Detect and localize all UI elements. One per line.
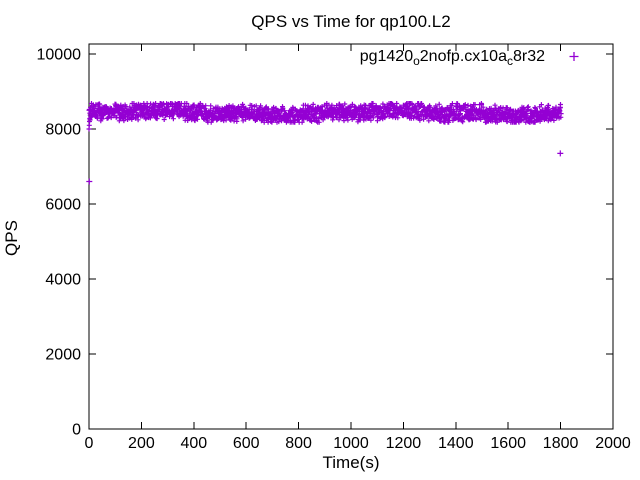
x-tick-label: 800 (285, 435, 312, 452)
x-tick-label: 400 (180, 435, 207, 452)
legend-entry-label: pg1420o2nofp.cx10ac8r32 (360, 48, 545, 68)
y-tick-label: 0 (72, 422, 81, 439)
y-tick-label: 6000 (45, 197, 81, 214)
x-tick-label: 1000 (333, 435, 369, 452)
y-tick-label: 2000 (45, 347, 81, 364)
x-tick-label: 2000 (595, 435, 631, 452)
chart-title: QPS vs Time for qp100.L2 (251, 12, 450, 31)
x-tick-label: 600 (233, 435, 260, 452)
y-axis-title: QPS (2, 220, 21, 256)
x-tick-label: 200 (128, 435, 155, 452)
x-tick-label: 1200 (386, 435, 422, 452)
legend-plus-marker-icon (569, 52, 579, 61)
x-axis-title: Time(s) (323, 453, 380, 472)
legend: pg1420o2nofp.cx10ac8r32 (360, 48, 579, 68)
y-tick-label: 10000 (37, 47, 82, 64)
x-tick-label: 1800 (543, 435, 579, 452)
y-tick-label: 8000 (45, 122, 81, 139)
x-tick-label: 1400 (438, 435, 474, 452)
x-tick-label: 0 (85, 435, 94, 452)
axes: 0 200 400 600 800 1000 1200 1400 1600 1800 2000 0 20… (37, 43, 631, 452)
y-tick-label: 4000 (45, 272, 81, 289)
series-points (86, 101, 564, 185)
x-tick-label: 1600 (490, 435, 526, 452)
